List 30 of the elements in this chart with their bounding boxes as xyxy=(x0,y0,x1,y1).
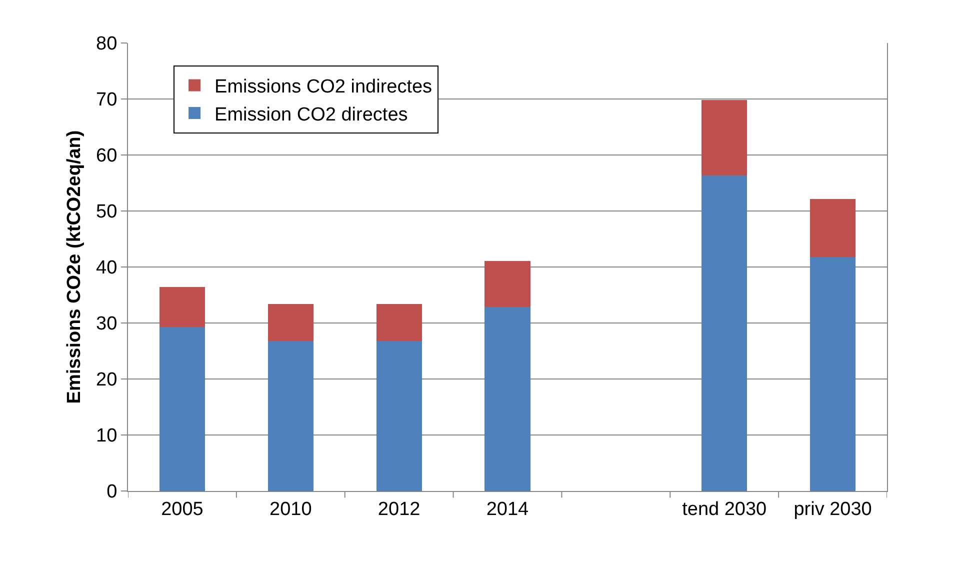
x-tick-label: tend 2030 xyxy=(682,498,767,520)
x-tick-label: 2010 xyxy=(270,498,312,520)
bar xyxy=(376,340,422,491)
y-tick-label: 10 xyxy=(96,426,118,447)
x-tick-label: 2005 xyxy=(161,498,204,520)
y-tick-label: 80 xyxy=(96,34,118,55)
bar xyxy=(159,287,205,327)
y-tick-label: 0 xyxy=(106,482,118,503)
bar xyxy=(810,199,856,257)
bar xyxy=(159,326,205,491)
y-tick-label: 70 xyxy=(96,90,118,111)
bar xyxy=(268,340,314,491)
y-axis-title: Emissions CO2e (ktCO2eq/an) xyxy=(64,130,85,404)
x-tick-label: 2014 xyxy=(486,498,530,520)
bar xyxy=(268,304,314,341)
bar xyxy=(484,260,530,307)
legend-label: Emission CO2 directes xyxy=(214,104,408,126)
bar xyxy=(702,100,748,176)
x-tick-label: priv 2030 xyxy=(794,498,872,520)
y-tick-label: 50 xyxy=(96,202,118,223)
y-tick-label: 40 xyxy=(96,258,118,279)
bar xyxy=(376,304,422,341)
legend-label: Emissions CO2 indirectes xyxy=(214,76,432,98)
x-tick-label: 2012 xyxy=(378,498,420,520)
bar xyxy=(484,306,530,491)
y-tick-label: 60 xyxy=(96,146,118,167)
bar xyxy=(702,176,748,491)
y-tick-label: 30 xyxy=(96,314,118,335)
bar xyxy=(810,256,856,491)
y-tick-label: 20 xyxy=(96,370,118,391)
